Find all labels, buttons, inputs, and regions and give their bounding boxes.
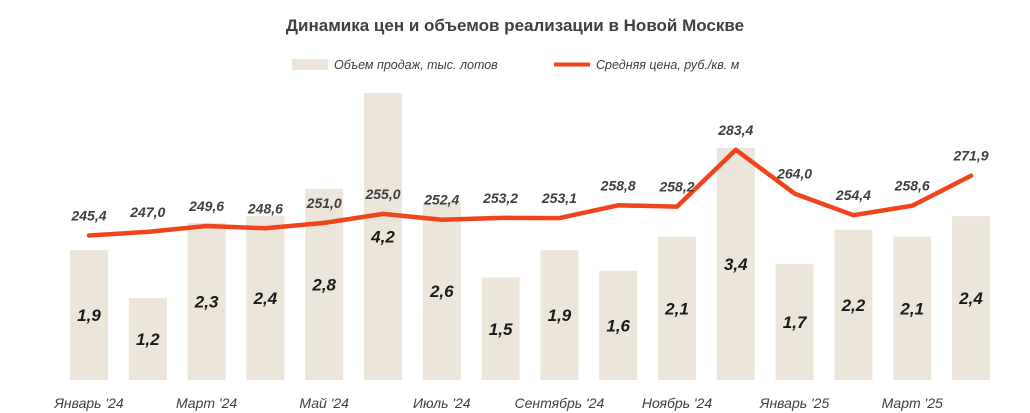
bar-value-label: 2,8: [311, 275, 336, 294]
price-value-label: 249,6: [188, 198, 224, 214]
bar-value-label: 2,4: [253, 289, 278, 308]
price-value-label: 252,4: [423, 192, 459, 208]
price-value-label: 253,2: [482, 190, 518, 206]
bar-1: [70, 250, 108, 380]
bar-value-label: 1,5: [489, 320, 513, 339]
x-tick-label: Сентябрь '24: [515, 395, 605, 411]
price-value-label: 248,6: [247, 200, 283, 216]
legend-swatch-sales: [292, 59, 328, 70]
chart-title: Динамика цен и объемов реализации в Ново…: [286, 16, 744, 35]
price-value-label: 245,4: [70, 208, 106, 224]
price-value-label: 258,8: [600, 177, 636, 193]
bar-15: [893, 236, 932, 380]
bar-11: [658, 236, 696, 380]
x-tick-label: Июль '24: [413, 395, 471, 411]
price-value-label: 283,4: [717, 122, 753, 138]
price-value-label: 251,0: [306, 195, 342, 211]
bar-2: [128, 298, 167, 380]
price-value-label: 258,6: [894, 178, 930, 194]
bar-12: [716, 147, 755, 380]
x-tick-label: Январь '24: [53, 395, 124, 411]
bar-9: [540, 250, 579, 380]
bar-10: [599, 270, 638, 380]
legend-label-sales: Объем продаж, тыс. лотов: [334, 58, 498, 72]
price-value-label: 258,2: [658, 179, 694, 195]
price-value-label: 254,4: [835, 187, 871, 203]
bar-7: [422, 202, 461, 380]
x-axis-ticks: Январь '24 Март '24 Май '24 Июль '24 Сентябр…: [53, 395, 943, 411]
price-line: [86, 147, 974, 238]
bar-value-label: 2,2: [841, 296, 866, 315]
price-value-label: 271,9: [952, 148, 988, 164]
price-labels-group: 245,4 247,0 249,6 248,6 251,0 255,0 252,4 253,2…: [70, 122, 988, 224]
bar-value-label: 2,3: [194, 293, 219, 312]
chart-legend: Объем продаж, тыс. лотов Средняя цена, р…: [292, 58, 740, 72]
bar-value-label: 1,9: [548, 306, 572, 325]
bar-labels-group: 1,9 1,2 2,3 2,4 2,8 4,2 2,6 1,5 1,9 1,6 2,1 3,4 1,7 2…: [77, 228, 983, 349]
bars-group: [70, 93, 990, 380]
bar-value-label: 1,2: [136, 330, 160, 349]
bar-value-label: 4,2: [370, 228, 395, 247]
bar-6: [364, 93, 402, 380]
x-tick-label: Ноябрь '24: [642, 395, 712, 411]
bar-14: [834, 229, 873, 380]
bar-value-label: 1,7: [783, 313, 808, 332]
bar-value-label: 1,9: [77, 306, 101, 325]
bar-value-label: 1,6: [606, 316, 630, 335]
bar-value-label: 2,6: [429, 282, 454, 301]
price-value-label: 247,0: [129, 204, 165, 220]
price-value-label: 264,0: [776, 166, 812, 182]
x-tick-label: Март '24: [176, 395, 237, 411]
x-tick-label: Январь '25: [759, 395, 830, 411]
price-value-label: 253,1: [541, 190, 577, 206]
bar-16: [952, 216, 990, 380]
bar-13: [775, 263, 814, 380]
bar-value-label: 2,4: [958, 289, 983, 308]
legend-label-price: Средняя цена, руб./кв. м: [596, 58, 740, 72]
bar-8: [481, 277, 520, 380]
bar-value-label: 2,1: [664, 299, 689, 318]
bar-value-label: 3,4: [724, 255, 748, 274]
bar-3: [187, 222, 226, 380]
bar-4: [246, 216, 285, 380]
bar-value-label: 2,1: [899, 299, 924, 318]
price-value-label: 255,0: [364, 186, 400, 202]
x-tick-label: Март '25: [882, 395, 943, 411]
x-tick-label: Май '24: [299, 395, 349, 411]
